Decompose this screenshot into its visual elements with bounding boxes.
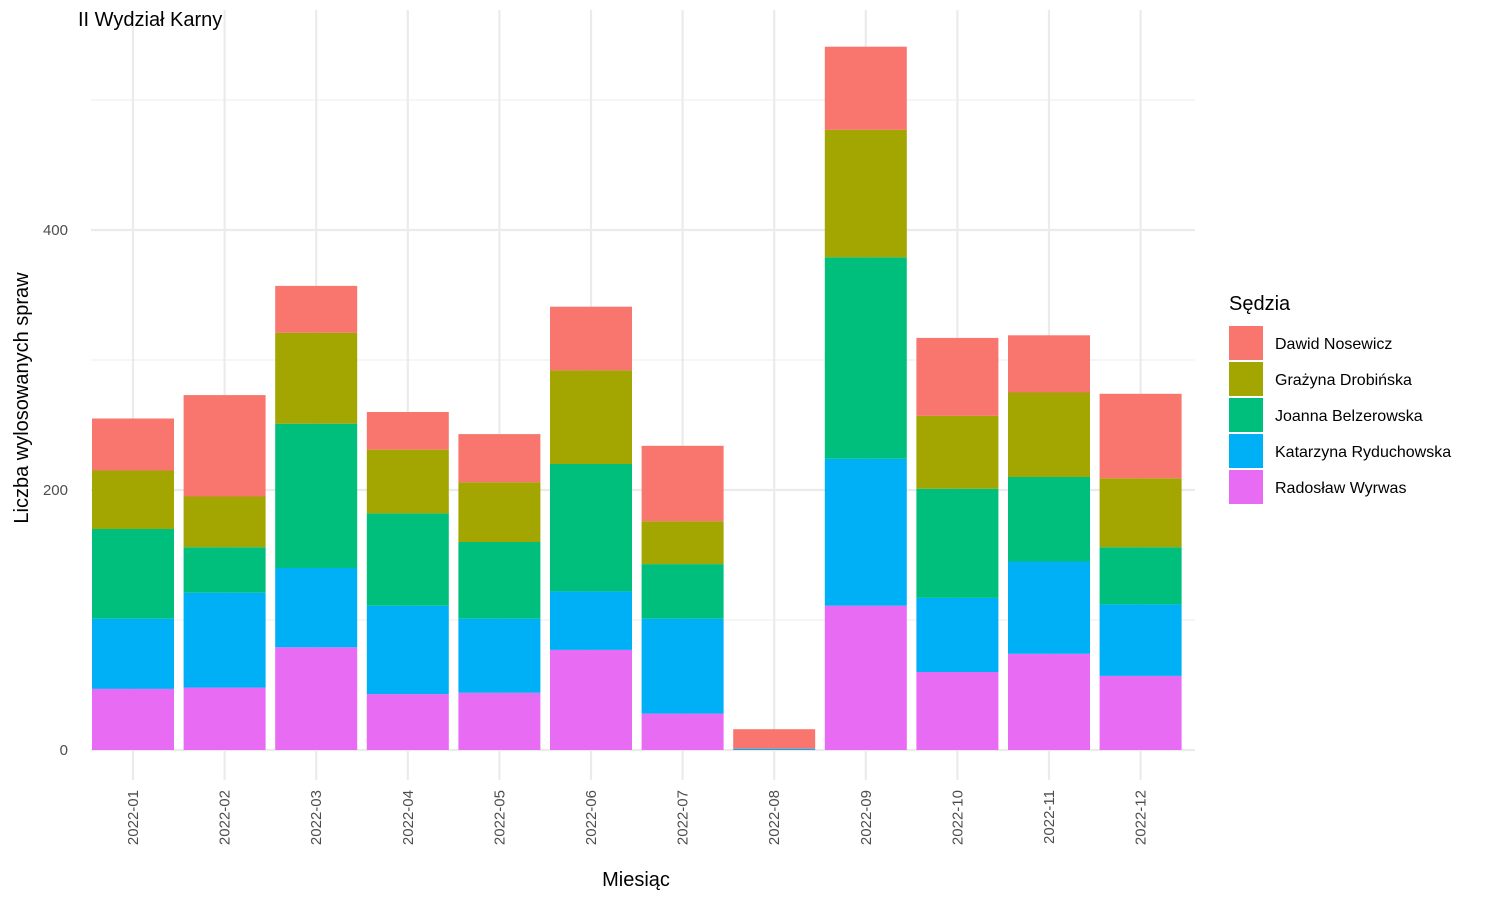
bar-segment bbox=[183, 547, 266, 593]
x-tick-label: 2022-12 bbox=[1133, 790, 1150, 845]
bar-segment bbox=[550, 464, 632, 592]
bar-segment bbox=[92, 418, 174, 471]
bar-segment bbox=[1099, 478, 1182, 548]
bar-segment bbox=[458, 434, 541, 483]
bar-segment bbox=[641, 713, 724, 750]
bar-segment bbox=[183, 496, 266, 548]
bar-segment bbox=[1099, 604, 1182, 676]
bar-segment bbox=[641, 618, 724, 714]
bar-segment bbox=[641, 445, 724, 522]
bar-segment bbox=[458, 692, 541, 750]
bar-segment bbox=[92, 470, 174, 529]
legend-swatch bbox=[1229, 470, 1263, 504]
bar-segment bbox=[824, 605, 907, 750]
bar-segment bbox=[550, 591, 632, 650]
bar-segment bbox=[1008, 653, 1090, 750]
bar-segment bbox=[366, 412, 449, 450]
bar-segment bbox=[1099, 547, 1182, 605]
bar-segment bbox=[824, 458, 907, 606]
bar-segment bbox=[183, 687, 266, 750]
legend-swatch bbox=[1229, 398, 1263, 432]
legend-label: Grażyna Drobińska bbox=[1275, 372, 1412, 389]
bar-segment bbox=[916, 337, 999, 416]
bar-segment bbox=[1008, 392, 1090, 477]
x-tick-label: 2022-01 bbox=[125, 790, 142, 845]
bar-segment bbox=[1099, 675, 1182, 750]
bar-segment bbox=[275, 647, 358, 750]
legend-swatch bbox=[1229, 326, 1263, 360]
bar-segment bbox=[92, 688, 174, 750]
legend-items: Dawid Nosewicz Grażyna Drobińska Joanna Be… bbox=[1229, 326, 1451, 504]
bar-segment bbox=[92, 618, 174, 689]
x-tick-label: 2022-05 bbox=[491, 790, 508, 845]
bar-segment bbox=[366, 513, 449, 606]
bar-segment bbox=[824, 129, 907, 258]
bar-segment bbox=[641, 564, 724, 619]
bar-segment bbox=[366, 449, 449, 514]
bar-segment bbox=[916, 415, 999, 489]
bar-segment bbox=[550, 306, 632, 371]
bar-segment bbox=[733, 748, 816, 750]
x-tick-label: 2022-03 bbox=[308, 790, 325, 845]
x-tick-label: 2022-08 bbox=[766, 790, 783, 845]
bar-segment bbox=[366, 605, 449, 695]
legend-label: Joanna Belzerowska bbox=[1275, 408, 1423, 425]
y-axis-ticks: 0 200 400 bbox=[43, 222, 68, 759]
legend-swatch bbox=[1229, 362, 1263, 396]
bar-segment bbox=[550, 370, 632, 464]
x-tick-label: 2022-04 bbox=[400, 790, 417, 845]
legend-label: Dawid Nosewicz bbox=[1275, 336, 1392, 353]
bar-segment bbox=[550, 649, 632, 750]
bars bbox=[92, 46, 1182, 750]
bar-segment bbox=[1099, 393, 1182, 479]
bar-segment bbox=[1008, 335, 1090, 393]
y-axis-title: Liczba wylosowanych spraw bbox=[11, 272, 33, 524]
chart-title: II Wydział Karny bbox=[78, 9, 222, 31]
legend-label: Katarzyna Ryduchowska bbox=[1275, 444, 1451, 461]
x-tick-label: 2022-07 bbox=[675, 790, 692, 845]
bar-segment bbox=[1008, 477, 1090, 562]
bar-segment bbox=[916, 672, 999, 750]
bar-segment bbox=[275, 423, 358, 568]
y-tick-label: 400 bbox=[43, 222, 68, 239]
legend: Sędzia Dawid Nosewicz Grażyna Drobińska Jo… bbox=[1229, 293, 1451, 504]
bar-segment bbox=[916, 488, 999, 598]
bar-segment bbox=[824, 257, 907, 459]
bar-segment bbox=[92, 529, 174, 619]
bar-segment bbox=[458, 618, 541, 693]
y-tick-label: 200 bbox=[43, 482, 68, 499]
bar-segment bbox=[824, 46, 907, 130]
legend-title: Sędzia bbox=[1229, 293, 1291, 315]
bar-segment bbox=[183, 592, 266, 688]
legend-label: Radosław Wyrwas bbox=[1275, 480, 1406, 497]
x-axis-ticks: 2022-01 2022-02 2022-03 2022-04 2022-05 2022-… bbox=[125, 790, 1150, 845]
bar-segment bbox=[275, 285, 358, 333]
bar-segment bbox=[641, 521, 724, 565]
y-tick-label: 0 bbox=[60, 742, 68, 759]
x-axis-title: Miesiąc bbox=[602, 869, 670, 891]
x-tick-label: 2022-06 bbox=[583, 790, 600, 845]
bar-segment bbox=[275, 568, 358, 648]
x-tick-label: 2022-02 bbox=[217, 790, 234, 845]
bar-segment bbox=[458, 482, 541, 542]
bar-segment bbox=[183, 395, 266, 497]
bar-segment bbox=[1008, 561, 1090, 654]
bar-segment bbox=[275, 332, 358, 424]
bar-segment bbox=[366, 694, 449, 750]
legend-swatch bbox=[1229, 434, 1263, 468]
x-tick-label: 2022-10 bbox=[949, 790, 966, 845]
bar-segment bbox=[458, 542, 541, 619]
x-tick-label: 2022-11 bbox=[1041, 790, 1058, 844]
bar-segment bbox=[733, 729, 816, 749]
bar-segment bbox=[916, 597, 999, 672]
x-tick-label: 2022-09 bbox=[858, 790, 875, 845]
